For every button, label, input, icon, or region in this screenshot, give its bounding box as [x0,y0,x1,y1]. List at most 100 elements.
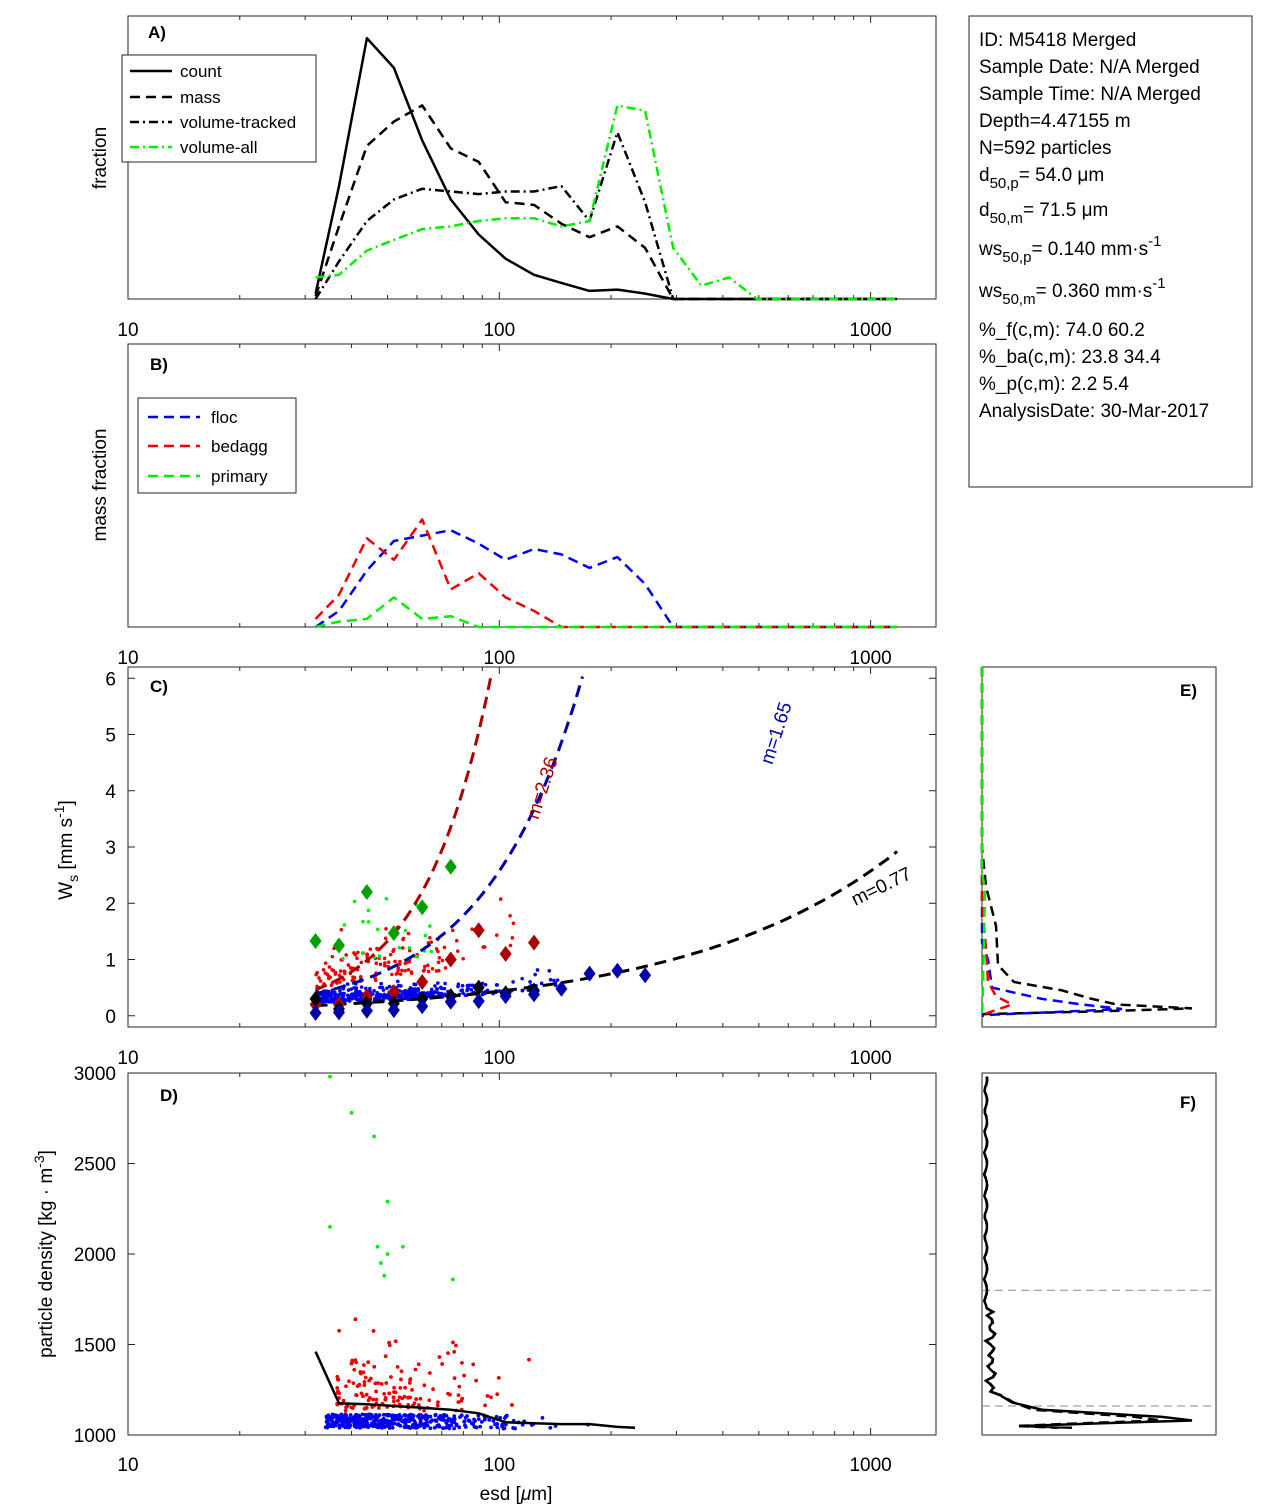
panel-d-label: D) [160,1086,178,1105]
x-tick-label: 1000 [849,648,891,669]
ws-point-floc [329,993,333,998]
ws-point-bedagg [401,937,405,942]
density-point-bedagg [350,1358,355,1363]
ws-point-primary [428,924,432,928]
legend-volume-all-label: volume-all [180,138,257,157]
density-point-floc [452,1417,457,1421]
ws-point-bedagg [430,966,435,971]
ws-point-bedagg [425,963,430,968]
bin-median-marker [499,945,512,962]
density-point-floc [436,1423,441,1427]
density-point-floc [411,1425,416,1430]
ws-point-floc [553,983,558,988]
bin-median-marker [387,984,400,1001]
density-point-bedagg [413,1367,418,1372]
bin-median-marker [332,937,345,954]
ws-point-bedagg [403,968,408,973]
density-point-bedagg [354,1393,359,1398]
density-point-bedagg [451,1340,455,1345]
density-point-primary [372,1134,376,1139]
bin-median-marker [309,1004,322,1021]
density-point-floc [396,1422,401,1426]
density-point-floc [482,1417,487,1422]
density-point-bedagg [391,1399,396,1404]
panel-c-ylabel: Ws [mm s-1] [51,800,81,900]
ws-point-primary [375,927,380,932]
panel-d-xlabel: esd [μm] [480,1484,553,1505]
density-point-floc [432,1425,437,1430]
density-marginal-mass [982,1076,1161,1430]
ws-point-floc [533,972,537,977]
bin-median-marker [555,980,568,997]
density-point-bedagg [362,1380,367,1384]
density-point-floc [511,1426,516,1430]
density-point-bedagg [410,1387,414,1392]
density-point-bedagg [374,1397,379,1402]
ws-point-bedagg [314,972,318,977]
ws-point-bedagg [481,945,486,949]
fit-curve [315,850,899,1007]
ws-point-floc [511,980,515,984]
density-point-floc [380,1422,385,1426]
density-point-bedagg [353,1358,358,1362]
density-point-floc [387,1420,391,1425]
series-primary [315,596,897,629]
info-analysis-date: AnalysisDate: 30-Mar-2017 [979,401,1209,422]
density-point-floc [479,1419,484,1424]
density-point-bedagg [377,1406,381,1410]
panel-b-ylabel: mass fraction [90,429,111,542]
ws-point-primary [342,923,347,927]
ws-point-floc [459,988,463,993]
density-point-bedagg [418,1396,423,1401]
legend-bedagg-label: bedagg [211,437,268,456]
ws-marginal-floc [980,667,1123,1018]
density-point-bedagg [374,1389,378,1394]
ws-point-bedagg [442,945,447,950]
bin-median-marker [416,998,429,1015]
ws-point-floc [347,995,352,999]
y-tick-label: 2500 [74,1155,116,1176]
ws-point-primary [361,919,365,924]
ws-point-floc [439,985,443,990]
density-point-floc [330,1421,335,1426]
bin-median-marker [472,993,485,1010]
ws-point-bedagg [382,956,387,961]
ws-point-floc [414,993,418,997]
ws-point-bedagg [400,946,405,950]
ws-point-bedagg [383,936,388,941]
ws-point-bedagg [429,940,434,944]
ws-point-bedagg [337,973,342,978]
ws-marginal-all [980,667,1193,1017]
density-point-bedagg [371,1329,376,1333]
density-point-bedagg [337,1328,342,1333]
density-point-bedagg [392,1385,397,1390]
info-stat-line: ws50,m= 0.360 mm·s-1 [978,275,1166,308]
density-point-floc [378,1418,383,1423]
ws-point-floc [354,986,359,990]
ws-point-bedagg [407,948,412,953]
bin-median-marker [416,974,429,990]
density-point-bedagg [452,1349,457,1354]
density-point-bedagg [407,1381,412,1385]
ws-point-bedagg [346,963,351,967]
ws-point-bedagg [356,950,360,955]
ws-point-bedagg [338,969,343,973]
density-point-primary [451,1277,455,1282]
ws-point-bedagg [406,931,411,936]
ws-point-floc [548,977,553,982]
density-point-floc [402,1425,407,1429]
series-bedagg [314,518,897,629]
density-point-bedagg [387,1391,392,1396]
ws-point-bedagg [341,977,346,982]
density-point-bedagg [371,1397,375,1402]
ws-point-primary [377,954,382,958]
density-point-floc [471,1422,475,1427]
density-point-floc [348,1423,353,1428]
ws-point-bedagg [396,966,401,970]
density-point-bedagg [366,1398,371,1403]
density-point-floc [454,1422,459,1427]
series-volume-tracked [314,131,897,301]
ws-point-floc [378,985,382,990]
density-point-floc [548,1425,553,1430]
ws-point-floc [381,996,386,1000]
